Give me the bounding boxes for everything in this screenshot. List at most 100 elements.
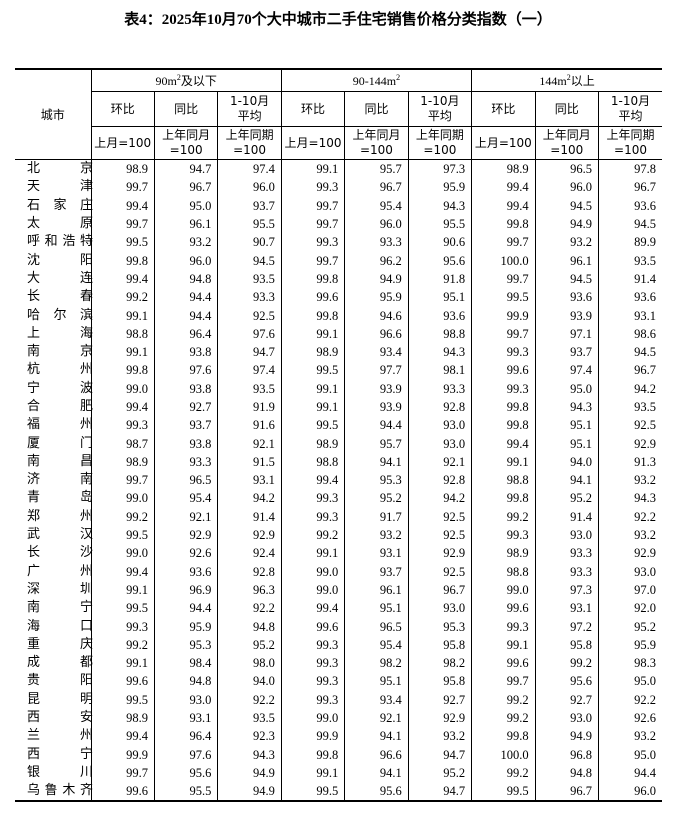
city-name: 杭州 (27, 362, 93, 378)
city-header: 城市 (15, 68, 91, 160)
index-value: 93.2 (344, 525, 409, 545)
index-value: 91.4 (534, 507, 599, 526)
group-header: 144m2以上 (471, 68, 662, 92)
index-value: 99.4 (90, 397, 155, 417)
index-value: 95.5 (153, 782, 218, 803)
index-value: 92.6 (153, 544, 218, 563)
city-cell: 北京 (15, 160, 93, 179)
table-row: 乌鲁木齐 99.6 95.5 94.9 99.5 95.6 94.7 99.5 96.7 96.0 (15, 782, 662, 803)
table-row: 福州 99.3 93.7 91.6 99.5 94.4 93.0 99.8 95.1 92.5 (15, 416, 662, 435)
sub-header: 1-10月 平均 (217, 91, 282, 127)
index-value: 99.1 (471, 635, 536, 655)
table-row: 宁波 99.0 93.8 93.5 99.1 93.9 93.3 99.3 95.0 94.2 (15, 379, 662, 398)
index-value: 96.0 (217, 178, 282, 197)
index-value: 93.5 (217, 708, 282, 728)
city-cell: 大连 (15, 270, 93, 288)
sub-header: 同比 (534, 91, 599, 127)
city-name: 乌鲁木齐 (27, 783, 93, 799)
city-cell: 乌鲁木齐 (15, 782, 93, 803)
index-value: 95.2 (598, 617, 662, 636)
index-value: 93.3 (534, 562, 599, 581)
index-value: 95.2 (534, 489, 599, 508)
index-value: 98.9 (90, 708, 155, 728)
price-index-table: 城市 90m2及以下 90-144m2 144m2以上 环比 同比 1-10月 平均 环比… (15, 68, 662, 803)
index-value: 97.0 (598, 580, 662, 600)
index-value: 92.1 (407, 452, 472, 472)
index-value: 99.6 (280, 617, 345, 636)
index-value: 96.5 (153, 471, 218, 490)
index-value: 93.1 (344, 544, 409, 563)
index-value: 95.1 (344, 672, 409, 691)
index-value: 99.6 (280, 288, 345, 307)
base-header: 上年同期 =100 (598, 126, 662, 160)
city-cell: 深圳 (15, 581, 93, 599)
index-value: 94.3 (407, 196, 472, 215)
index-value: 94.3 (217, 745, 282, 764)
table-row: 北京 98.9 94.7 97.4 99.1 95.7 97.3 98.9 96.5 97.8 (15, 159, 662, 179)
index-value: 94.6 (344, 306, 409, 325)
city-name: 石家庄 (27, 197, 93, 213)
index-value: 93.5 (217, 269, 282, 289)
index-value: 92.3 (217, 727, 282, 746)
index-value: 96.0 (598, 782, 662, 803)
index-value: 95.2 (344, 489, 409, 508)
index-value: 92.5 (217, 306, 282, 325)
index-value: 91.4 (598, 269, 662, 289)
city-name: 郑州 (27, 508, 93, 524)
index-value: 99.0 (280, 708, 345, 728)
index-value: 99.4 (471, 178, 536, 197)
index-value: 94.2 (217, 489, 282, 508)
index-value: 94.4 (598, 763, 662, 783)
index-value: 99.1 (280, 159, 345, 179)
index-value: 93.2 (153, 233, 218, 252)
table-row: 太原 99.7 96.1 95.5 99.7 96.0 95.5 99.8 94.9 94.5 (15, 214, 662, 234)
index-value: 99.8 (471, 727, 536, 746)
index-value: 99.3 (90, 617, 155, 636)
city-cell: 西安 (15, 709, 93, 727)
index-value: 97.7 (344, 361, 409, 380)
city-cell: 天津 (15, 178, 93, 196)
index-value: 96.6 (344, 324, 409, 343)
index-value: 96.0 (344, 214, 409, 234)
index-value: 99.8 (471, 416, 536, 435)
city-name: 西安 (27, 710, 93, 726)
index-value: 93.6 (534, 288, 599, 307)
table-row: 济南 99.7 96.5 93.1 99.4 95.3 92.8 98.8 94.1 93.2 (15, 471, 662, 490)
city-cell: 呼和浩特 (15, 233, 93, 251)
index-value: 93.1 (217, 471, 282, 490)
index-value: 92.7 (153, 397, 218, 417)
index-value: 93.1 (153, 708, 218, 728)
table-row: 哈尔滨 99.1 94.4 92.5 99.8 94.6 93.6 99.9 93.9 93.1 (15, 306, 662, 325)
table-row: 青岛 99.0 95.4 94.2 99.3 95.2 94.2 99.8 95.2 94.3 (15, 489, 662, 508)
index-value: 99.3 (280, 489, 345, 508)
index-value: 94.4 (153, 288, 218, 307)
index-value: 98.4 (153, 654, 218, 673)
city-cell: 哈尔滨 (15, 306, 93, 324)
index-value: 99.4 (280, 599, 345, 618)
city-cell: 贵阳 (15, 672, 93, 690)
index-value: 95.9 (407, 178, 472, 197)
index-value: 93.4 (344, 342, 409, 362)
index-value: 93.5 (598, 397, 662, 417)
index-value: 94.8 (153, 672, 218, 691)
index-value: 99.0 (471, 580, 536, 600)
index-value: 96.7 (153, 178, 218, 197)
index-value: 99.5 (471, 288, 536, 307)
city-name: 长春 (27, 289, 93, 305)
index-value: 93.0 (407, 599, 472, 618)
index-value: 93.7 (153, 416, 218, 435)
index-value: 99.2 (90, 635, 155, 655)
index-value: 92.7 (534, 690, 599, 709)
index-value: 95.0 (153, 196, 218, 215)
city-name: 兰州 (27, 728, 93, 744)
index-value: 93.0 (598, 562, 662, 581)
index-value: 95.7 (344, 434, 409, 453)
index-value: 99.0 (280, 562, 345, 581)
index-value: 99.0 (90, 544, 155, 563)
index-value: 93.3 (407, 379, 472, 398)
index-value: 99.3 (280, 178, 345, 197)
index-value: 94.4 (153, 599, 218, 618)
index-value: 96.1 (153, 214, 218, 234)
table-row: 厦门 98.7 93.8 92.1 98.9 95.7 93.0 99.4 95.1 92.9 (15, 434, 662, 453)
index-value: 92.8 (217, 562, 282, 581)
